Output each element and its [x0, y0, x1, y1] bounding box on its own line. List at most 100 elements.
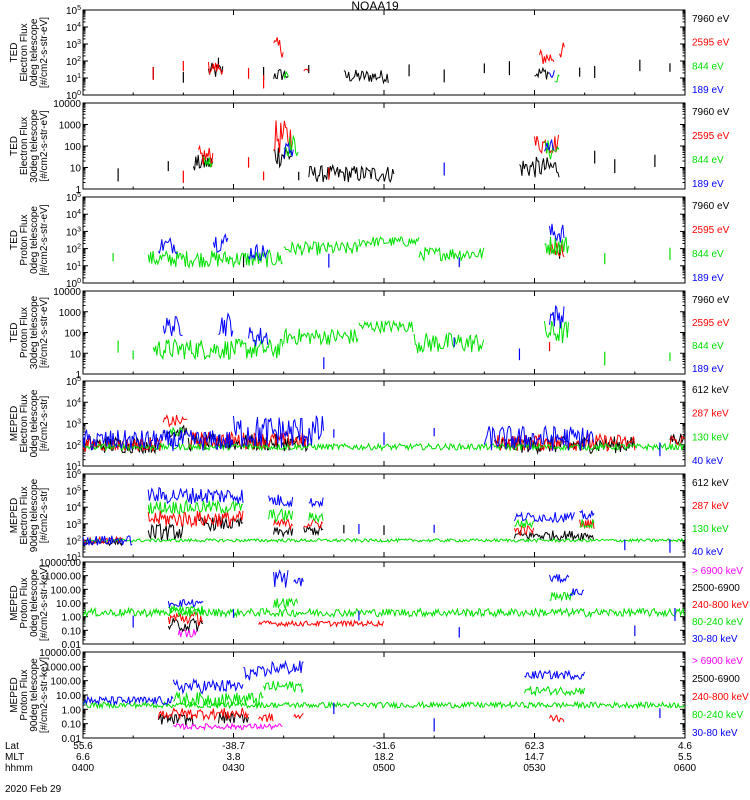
y-axis-label: [#/cm2-s-str-keV] — [39, 565, 50, 641]
x-tick-label-hhmm: 0400 — [72, 763, 95, 774]
series-segment-red — [549, 714, 565, 723]
data-traces — [117, 120, 656, 184]
series-segment-green — [418, 246, 485, 263]
x-tick-label-mlt: 18.2 — [374, 752, 394, 763]
y-tick-label: 0.01 — [62, 734, 82, 745]
y-axis-label: [#/cm2-s-str-eV] — [39, 110, 50, 181]
x-tick-label-lat: 55.6 — [73, 741, 93, 752]
series-segment-blue — [524, 669, 585, 681]
legend-entry: 130 keV — [692, 432, 729, 443]
y-tick-label: 100 — [66, 90, 81, 102]
panel-3: 100 101 102 103 104 105 TED Proton Flux 0deg tel… — [9, 192, 730, 290]
panel-frame — [82, 651, 686, 739]
y-tick-label: 104 — [66, 502, 81, 514]
y-tick-label: 101 — [66, 73, 81, 85]
y-axis-label: 90deg telescope — [29, 478, 40, 552]
y-axis-label: MEPED — [9, 677, 20, 713]
panel-8: 0.01 0.10 1.00 10.00 100.00 1000.00 10000.00 ME… — [9, 648, 749, 745]
data-traces — [83, 414, 685, 457]
series-segment-blue — [569, 588, 585, 597]
series-segment-blue — [172, 677, 244, 695]
x-row-label: hhmm — [5, 763, 33, 774]
y-tick-label: 105 — [66, 486, 81, 498]
x-tick-label-lat: 4.6 — [678, 741, 692, 752]
y-axis-label: 90deg telescope — [29, 658, 40, 732]
series-segment-green — [308, 512, 324, 524]
panel-1: 100 101 102 103 104 105 TED Electron Flux 0deg t… — [9, 5, 730, 102]
legend-entry: 40 keV — [692, 456, 723, 467]
legend-entry: 7960 eV — [692, 201, 730, 212]
series-segment-blue — [83, 428, 234, 452]
y-axis-label: [#/cm2-s-str-eV] — [39, 204, 50, 275]
series-segment-blue — [549, 305, 565, 329]
x-tick-label-lat: -38.7 — [222, 741, 245, 752]
y-tick-label: 10.00 — [56, 599, 81, 610]
series-segment-blue — [268, 659, 304, 676]
legend-entry: > 6900 keV — [692, 656, 743, 667]
legend-entry: 2500-6900 — [692, 674, 740, 685]
series-segment-black — [343, 69, 389, 85]
data-traces — [83, 659, 685, 732]
series-segment-red — [579, 519, 595, 529]
y-tick-label: 1.00 — [62, 705, 82, 716]
x-row-label: MLT — [5, 752, 24, 763]
y-tick-label: 10000.00 — [39, 648, 81, 659]
y-tick-label: 10000.00 — [39, 558, 81, 569]
legend-entry: 2595 eV — [692, 225, 730, 236]
y-tick-label: 10000 — [53, 99, 81, 110]
series-segment-green — [544, 236, 569, 256]
panel-4: 1 10 100 1000 10000 TED Proton Flux 30deg teles… — [9, 287, 730, 381]
y-tick-label: 103 — [66, 519, 81, 531]
series-segment-green — [358, 236, 420, 248]
data-traces — [117, 305, 671, 370]
legend-entry: 80-240 keV — [692, 710, 743, 721]
series-segment-red — [162, 414, 188, 428]
series-segment-blue — [83, 535, 133, 546]
legend-entry: 189 eV — [692, 364, 724, 375]
y-tick-label: 105 — [66, 5, 81, 17]
data-traces — [112, 223, 671, 270]
series-segment-red — [273, 518, 294, 531]
y-tick-label: 101 — [66, 261, 81, 273]
series-segment-green — [202, 156, 214, 168]
data-traces — [83, 486, 685, 553]
series-segment-blue — [233, 415, 324, 448]
legend-entry: 2595 eV — [692, 38, 730, 49]
legend-entry: 30-80 keV — [692, 634, 738, 645]
y-axis-label: MEPED — [9, 406, 20, 442]
y-axis-label: Proton Flux — [19, 669, 30, 720]
y-axis-label: Electron Flux — [19, 486, 30, 544]
panel-5: 101 102 103 104 105 MEPED Electron Flux 0deg te… — [9, 376, 729, 473]
legend-entry: 7960 eV — [692, 107, 730, 118]
legend-entry: 7960 eV — [692, 295, 730, 306]
y-tick-label: 100 — [64, 142, 81, 153]
y-tick-label: 102 — [66, 440, 81, 452]
y-tick-label: 102 — [66, 535, 81, 547]
legend-entry: 612 keV — [692, 385, 729, 396]
series-segment-red — [273, 120, 294, 155]
data-traces — [152, 37, 671, 89]
date-label: 2020 Feb 29 — [5, 784, 62, 795]
series-segment-green — [263, 680, 304, 694]
series-segment-magenta — [177, 628, 198, 638]
y-axis-label: 0deg telescope — [29, 206, 40, 274]
series-segment-black — [273, 526, 294, 539]
panel-2: 1 10 100 1000 10000 TED Electron Flux 30deg tel… — [9, 99, 730, 196]
y-axis-label: 0deg telescope — [29, 389, 40, 457]
y-axis-label: [#/cm2-s-str] — [39, 488, 50, 544]
legend-entry: 40 keV — [692, 547, 723, 558]
series-segment-red — [167, 610, 204, 626]
panel-frame — [82, 380, 686, 467]
legend-entry: 7960 eV — [692, 14, 730, 25]
legend-entry: 2595 eV — [692, 131, 730, 142]
series-segment-red — [513, 525, 535, 537]
y-axis-label: Electron Flux — [19, 394, 30, 452]
y-tick-label: 1 — [75, 370, 81, 381]
series-segment-red — [559, 42, 565, 58]
x-tick-label-hhmm: 0430 — [222, 763, 245, 774]
y-axis-label: [#/cm2-s-str-eV] — [39, 297, 50, 368]
series-segment-black — [167, 617, 204, 633]
series-segment-red — [293, 712, 304, 720]
series-segment-blue — [162, 316, 183, 337]
panel-frame — [82, 290, 686, 375]
